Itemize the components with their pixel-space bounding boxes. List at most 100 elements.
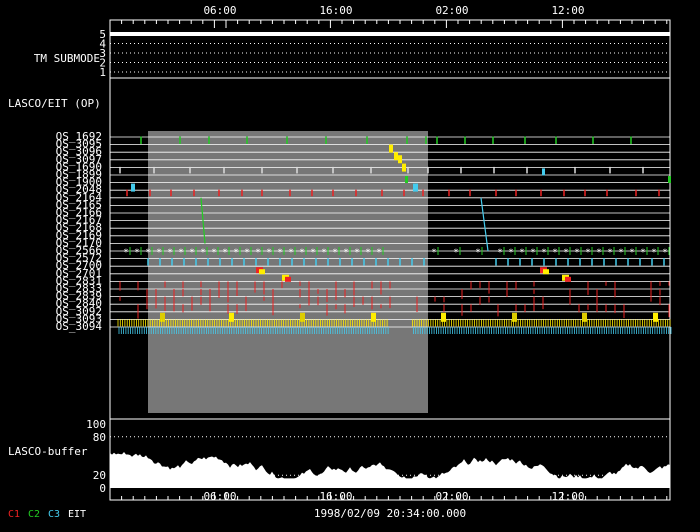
legend-item: C1 — [8, 509, 20, 520]
row-label: OS_2566 — [56, 244, 102, 257]
tm-level-label: 2 — [99, 57, 106, 70]
event-asterisk: * — [530, 248, 535, 258]
row-label: OS_2170 — [56, 236, 102, 249]
event-block — [371, 312, 376, 322]
event-asterisk: * — [134, 248, 139, 258]
tm-submode-bar — [110, 32, 670, 36]
event-asterisk: * — [255, 248, 260, 258]
event-asterisk: * — [222, 248, 227, 258]
event-asterisk: * — [629, 248, 634, 258]
buffer-y-tick-label: 0 — [99, 482, 106, 495]
row-label: OS_2700 — [56, 259, 102, 272]
event-asterisk: * — [497, 248, 502, 258]
event-asterisk: * — [156, 248, 161, 258]
row-label: OS_2167 — [56, 214, 102, 227]
x-tick-top-label: 02:00 — [435, 4, 468, 17]
event-asterisk: * — [563, 248, 568, 258]
shaded-interval-rect — [148, 131, 428, 413]
event-asterisk: * — [431, 248, 436, 258]
event-asterisk: * — [574, 248, 579, 258]
row-label: OS_1900 — [56, 176, 102, 189]
event-asterisk: * — [211, 248, 216, 258]
row-label: OS_3096 — [56, 145, 102, 158]
event-asterisk: * — [596, 248, 601, 258]
event-asterisk: * — [585, 248, 590, 258]
event-block — [394, 152, 398, 161]
buffer-y-tick-label: 80 — [93, 431, 106, 444]
row-label: OS_2572 — [56, 252, 102, 265]
labels: TM SUBMODE LASCO/EIT (OP) LASCO-buffer 1… — [8, 4, 585, 520]
event-block — [542, 168, 545, 176]
row-label: OS_3095 — [56, 138, 102, 151]
row-label: OS_1899 — [56, 168, 102, 181]
event-asterisk: * — [321, 248, 326, 258]
event-asterisk: * — [376, 248, 381, 258]
footer-time: 1998/02/09 20:34:00.000 — [314, 507, 466, 520]
row-label: OS_3093 — [56, 312, 102, 325]
row-label: OS_2166 — [56, 206, 102, 219]
buffer-label: LASCO-buffer — [8, 445, 88, 458]
row-label: OS_2165 — [56, 198, 102, 211]
x-tick-top-label: 12:00 — [551, 4, 584, 17]
event-asterisk: * — [519, 248, 524, 258]
event-asterisk: * — [651, 248, 656, 258]
event-block — [259, 269, 265, 275]
event-asterisk: * — [288, 248, 293, 258]
event-asterisk: * — [123, 248, 128, 258]
event-diagonal — [200, 197, 206, 244]
x-tick-bottom-label: 12:00 — [551, 490, 584, 503]
event-asterisk: * — [299, 248, 304, 258]
event-asterisk: * — [607, 248, 612, 258]
event-block — [512, 312, 517, 322]
event-asterisk: * — [541, 248, 546, 258]
row-label: OS_2839 — [56, 290, 102, 303]
event-asterisk: * — [662, 248, 667, 258]
buffer-y-tick-label: 100 — [86, 418, 106, 431]
shaded-interval — [148, 131, 428, 413]
section-label: LASCO/EIT (OP) — [8, 97, 101, 110]
event-asterisk: * — [343, 248, 348, 258]
tm-level-label: 5 — [99, 28, 106, 41]
x-tick-bottom-label: 02:00 — [435, 490, 468, 503]
event-asterisk: * — [266, 248, 271, 258]
event-asterisk: * — [167, 248, 172, 258]
row-label: OS_2169 — [56, 229, 102, 242]
row-label: OS_2164 — [56, 191, 103, 204]
event-block — [285, 276, 291, 282]
event-block — [543, 269, 549, 275]
event-block — [398, 155, 402, 164]
event-block — [300, 312, 305, 322]
event-asterisk: * — [200, 248, 205, 258]
event-asterisk: * — [310, 248, 315, 258]
event-asterisk: * — [189, 248, 194, 258]
event-asterisk: * — [618, 248, 623, 258]
legend-item: C3 — [48, 509, 60, 520]
row-label: OS_2840 — [56, 297, 102, 310]
row-label: OS_1692 — [56, 130, 102, 143]
event-asterisk: * — [475, 248, 480, 258]
event-asterisk: * — [354, 248, 359, 258]
x-tick-bottom-label: 06:00 — [203, 490, 236, 503]
legend-item: EIT — [68, 509, 86, 520]
event-asterisk: * — [178, 248, 183, 258]
row-label: OS_1690 — [56, 160, 102, 173]
event-block — [441, 312, 446, 322]
event-asterisk: * — [453, 248, 458, 258]
event-asterisk: * — [332, 248, 337, 258]
event-asterisk: * — [244, 248, 249, 258]
event-block — [405, 176, 408, 183]
frame-border — [109, 19, 671, 501]
event-block — [402, 163, 406, 172]
event-block — [389, 144, 393, 153]
event-asterisk: * — [145, 248, 150, 258]
row-label: OS_2831 — [56, 274, 102, 287]
row-label: OS_2048 — [56, 183, 102, 196]
x-tick-top-label: 06:00 — [203, 4, 236, 17]
event-asterisk: * — [233, 248, 238, 258]
event-block — [160, 312, 165, 322]
event-asterisk: * — [365, 248, 370, 258]
event-block — [582, 312, 587, 322]
event-block — [413, 183, 418, 192]
x-tick-bottom-label: 16:00 — [319, 490, 352, 503]
